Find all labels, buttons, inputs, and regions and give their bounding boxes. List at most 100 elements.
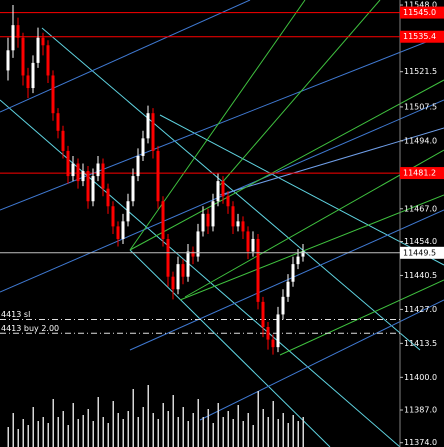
candle-body: [11, 25, 15, 51]
y-tick-label: 11507.5: [404, 102, 437, 111]
order-label: 4413 sl: [1, 310, 30, 319]
candle-body: [36, 37, 40, 63]
y-tick-label: 11387.0: [404, 406, 437, 415]
volume-bar: [272, 401, 274, 447]
candle-body: [141, 138, 145, 156]
candle-body: [276, 314, 280, 348]
volume-bar: [22, 419, 24, 447]
volume-bar: [127, 411, 129, 447]
volume-bar: [152, 413, 154, 447]
order-label: 4413 buy 2.00: [1, 324, 59, 333]
candle-body: [246, 231, 250, 252]
volume-bar: [157, 419, 159, 447]
blue-line: [0, 34, 444, 211]
candle-body: [146, 113, 150, 139]
volume-bar: [132, 389, 134, 447]
volume-bar: [167, 411, 169, 447]
volume-bar: [172, 395, 174, 447]
blue-line: [199, 299, 444, 421]
volume-bar: [137, 417, 139, 447]
candle-body: [301, 251, 305, 257]
volume-bar: [112, 401, 114, 447]
candle-body: [61, 130, 65, 151]
volume-bar: [287, 423, 289, 447]
volume-bar: [292, 415, 294, 447]
candle-body: [281, 296, 285, 315]
candle-body: [21, 37, 25, 76]
y-tick-label: 11400.0: [404, 373, 437, 382]
candle-body: [106, 188, 110, 207]
volume-bar: [207, 409, 209, 447]
volume-bar: [107, 423, 109, 447]
volume-bar: [202, 417, 204, 447]
candle-body: [196, 231, 200, 257]
candle-body: [211, 201, 215, 227]
volume-bar: [27, 425, 29, 447]
candle-body: [46, 45, 50, 76]
volume-bar: [102, 417, 104, 447]
volume-bar: [147, 385, 149, 447]
candle-body: [116, 226, 120, 239]
volume-bar: [77, 419, 79, 447]
volume-bar: [7, 427, 9, 447]
volume-bar: [252, 425, 254, 447]
candle-body: [241, 221, 245, 232]
volume-bar: [277, 419, 279, 447]
y-tick-label: 11454.0: [404, 237, 437, 246]
bid-label-box: [400, 246, 444, 259]
volume-bar: [17, 429, 19, 447]
level-label: 11535.4: [403, 32, 436, 41]
volume-bar: [232, 419, 234, 447]
volume-bar: [32, 407, 34, 447]
green-line: [279, 279, 444, 356]
volume-bar: [257, 391, 259, 447]
volume-bar: [62, 411, 64, 447]
level-label: 11545.0: [403, 8, 436, 17]
blue-line: [129, 209, 444, 351]
volume-bar: [57, 417, 59, 447]
blue-line: [219, 127, 444, 196]
volume-bar: [142, 407, 144, 447]
blue-line: [0, 0, 251, 113]
cyan-line: [41, 27, 421, 351]
candle-body: [236, 221, 240, 227]
bid-label: 11449.5: [403, 248, 436, 257]
volume-bar: [97, 397, 99, 447]
y-tick-label: 11494.0: [404, 136, 437, 145]
volume-bar: [237, 405, 239, 447]
volume-bar: [267, 417, 269, 447]
candle-body: [271, 339, 275, 348]
volume-bar: [302, 417, 304, 447]
candle-body: [41, 37, 45, 46]
volume-bar: [177, 417, 179, 447]
volume-bar: [92, 421, 94, 447]
volume-bar: [282, 413, 284, 447]
volume-bar: [117, 413, 119, 447]
candle-body: [111, 206, 115, 227]
candle-body: [286, 281, 290, 297]
candle-body: [31, 62, 35, 89]
volume-bar: [47, 423, 49, 447]
candle-body: [131, 176, 135, 202]
volume-bar: [222, 417, 224, 447]
candle-body: [206, 213, 210, 227]
candle-body: [201, 213, 205, 232]
candle-body: [6, 50, 10, 71]
candle-body: [156, 150, 160, 202]
candle-body: [186, 251, 190, 277]
candle-body: [256, 238, 260, 302]
level-label-box: [400, 6, 444, 19]
candle-body: [76, 163, 80, 182]
candle-body: [136, 155, 140, 177]
candle-body: [216, 181, 220, 202]
volume-bar: [297, 421, 299, 447]
candle-body: [291, 264, 295, 282]
candle-body: [86, 171, 90, 202]
candle-body: [166, 238, 170, 277]
y-tick-label: 11521.5: [404, 67, 437, 76]
y-tick-label: 11467.0: [404, 204, 437, 213]
volume-bar: [227, 411, 229, 447]
